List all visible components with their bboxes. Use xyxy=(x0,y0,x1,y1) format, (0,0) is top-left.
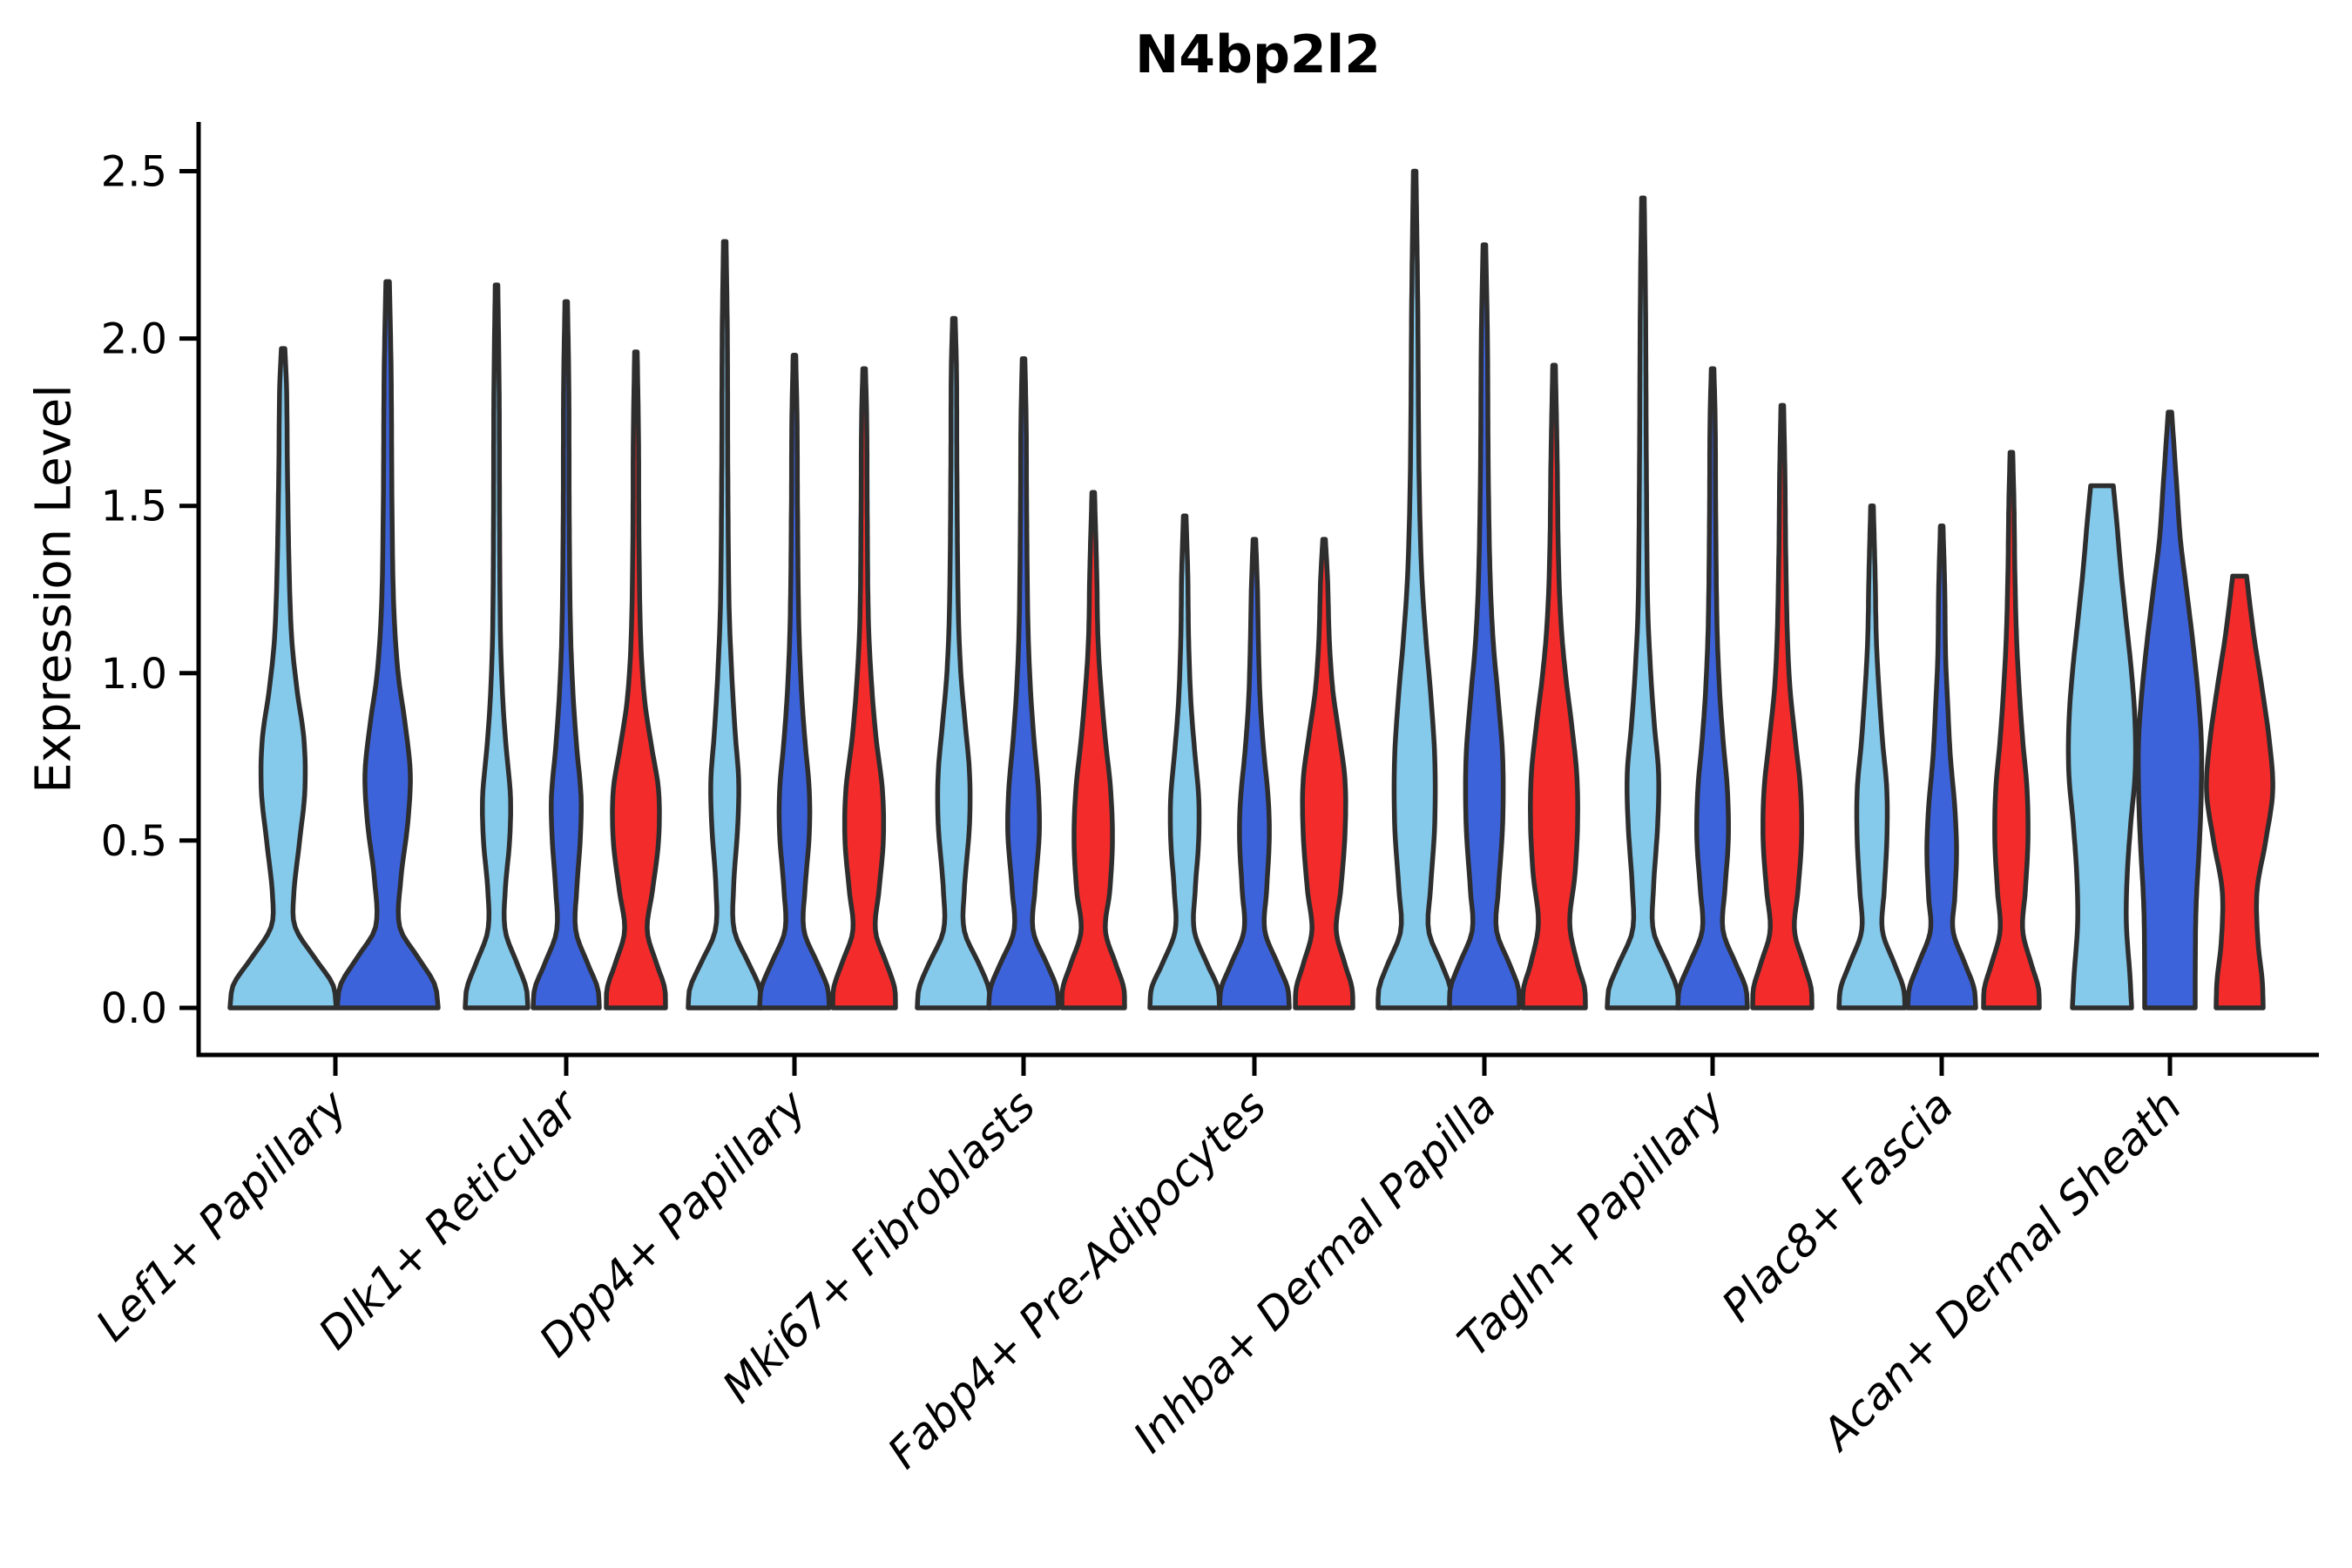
violin-plac8-light-blue xyxy=(1836,503,1908,1010)
violin-lef1-dark-blue xyxy=(335,279,441,1010)
y-tick-label: 0.5 xyxy=(101,817,167,866)
violin-dpp4-dark-blue xyxy=(757,353,832,1010)
violin-mki67-light-blue xyxy=(915,315,993,1010)
violin-inhba-red xyxy=(1520,362,1588,1010)
x-tick-label: Plac8+ Fascia xyxy=(1713,1080,1963,1331)
violin-dpp4-red xyxy=(830,366,898,1010)
x-tick-label: Lef1+ Papillary xyxy=(86,1079,357,1350)
violin-plac8-red xyxy=(1981,449,2042,1010)
violin-fabp4-red xyxy=(1293,537,1355,1010)
x-tick-label: Acan+ Dermal Sheath xyxy=(1811,1080,2192,1461)
y-tick-label: 1.0 xyxy=(101,650,167,699)
violin-inhba-light-blue xyxy=(1375,168,1454,1010)
violin-dlk1-red xyxy=(604,349,668,1010)
violin-tagln-light-blue xyxy=(1605,195,1681,1010)
violin-tagln-dark-blue xyxy=(1675,366,1750,1010)
violin-tagln-red xyxy=(1750,402,1815,1010)
x-tick-label: Fabp4+ Pre-Adipocytes xyxy=(878,1080,1276,1478)
chart-title: N4bp2l2 xyxy=(1135,24,1381,85)
violin-acan-light-blue xyxy=(2065,483,2139,1010)
violin-fabp4-dark-blue xyxy=(1217,537,1292,1010)
violin-plac8-dark-blue xyxy=(1905,524,1978,1010)
y-tick-label: 1.5 xyxy=(101,483,167,531)
violin-mki67-red xyxy=(1059,490,1127,1010)
violin-acan-dark-blue xyxy=(2135,409,2205,1010)
x-tick-label: Inhba+ Dermal Papilla xyxy=(1124,1080,1505,1462)
violin-lef1-light-blue xyxy=(227,346,339,1010)
violin-fabp4-light-blue xyxy=(1147,513,1222,1010)
violin-acan-red xyxy=(2204,573,2275,1010)
violin-mki67-dark-blue xyxy=(986,355,1061,1010)
violin-dpp4-light-blue xyxy=(686,239,764,1010)
violin-dlk1-light-blue xyxy=(463,282,531,1010)
y-tick-label: 0.0 xyxy=(101,984,167,1033)
y-axis-title: Expression Level xyxy=(25,384,83,794)
y-tick-label: 2.5 xyxy=(101,148,167,197)
y-tick-label: 2.0 xyxy=(101,315,167,364)
violin-dlk1-dark-blue xyxy=(531,299,602,1010)
violin-inhba-dark-blue xyxy=(1447,242,1522,1010)
